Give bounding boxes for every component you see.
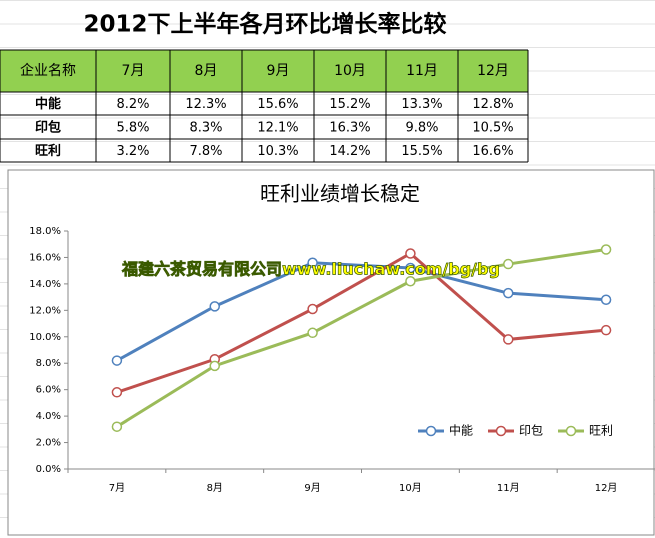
- table-cell: 10.5%: [472, 121, 513, 136]
- table-cell: 10.3%: [257, 144, 298, 159]
- point-marker: [307, 303, 318, 315]
- table-cell: 9.8%: [405, 121, 438, 136]
- x-tick-label: 7月: [109, 482, 125, 494]
- legend-label: 中能: [449, 423, 473, 438]
- table-cell: 16.3%: [329, 121, 370, 136]
- table-header-cell: 9月: [267, 63, 290, 79]
- table-cell: 中能: [35, 96, 61, 112]
- point-marker: [503, 287, 514, 299]
- watermark: 福建六茶贸易有限公司www.liuchaw.com/bg/bg: [121, 260, 500, 279]
- legend-marker: [495, 425, 507, 437]
- y-tick-label: 10.0%: [29, 332, 61, 343]
- y-tick-label: 4.0%: [36, 411, 61, 422]
- table-cell: 13.3%: [401, 97, 442, 112]
- point-marker: [209, 301, 220, 312]
- table-header-bg: [0, 50, 528, 92]
- point-marker: [307, 327, 318, 339]
- y-tick-label: 0.0%: [36, 464, 61, 475]
- table-cell: 12.8%: [472, 97, 513, 112]
- chart-frame: [7, 169, 655, 536]
- legend-marker: [425, 425, 437, 437]
- table-cell: 15.5%: [401, 144, 442, 159]
- series-line: [116, 248, 607, 428]
- table-cell: 5.8%: [116, 121, 149, 136]
- table-cell: 16.6%: [472, 144, 513, 159]
- y-tick-label: 12.0%: [29, 305, 61, 316]
- table-cell: 14.2%: [329, 144, 370, 159]
- table-cell: 8.2%: [116, 97, 149, 112]
- x-tick-label: 11月: [497, 482, 520, 494]
- table-cell: 12.1%: [257, 121, 298, 136]
- legend-marker: [565, 425, 577, 437]
- y-tick-label: 8.0%: [36, 358, 61, 369]
- series-line: [116, 251, 607, 394]
- chart-title: 旺利业绩增长稳定: [260, 182, 420, 206]
- point-marker: [405, 248, 416, 259]
- point-marker: [405, 262, 416, 274]
- point-marker: [111, 355, 123, 366]
- sheet-title: 2012下上半年各月环比增长率比较: [83, 11, 446, 38]
- point-marker: [503, 334, 514, 345]
- y-tick-label: 16.0%: [29, 252, 61, 263]
- point-marker: [600, 294, 612, 306]
- y-tick-label: 2.0%: [36, 438, 61, 449]
- point-marker: [111, 387, 123, 398]
- y-tick-label: 14.0%: [29, 279, 61, 290]
- point-marker: [600, 324, 612, 336]
- table-cell: 印包: [35, 120, 61, 136]
- table-header-cell: 企业名称: [20, 62, 76, 79]
- point-marker: [209, 360, 220, 372]
- y-tick-label: 6.0%: [36, 385, 61, 396]
- table-cell: 旺利: [35, 143, 61, 159]
- x-tick-label: 10月: [399, 482, 422, 494]
- x-tick-label: 8月: [207, 482, 223, 494]
- table-header-cell: 12月: [477, 63, 509, 79]
- series-line: [116, 261, 607, 362]
- point-marker: [405, 275, 416, 287]
- table-header-cell: 8月: [195, 63, 218, 79]
- y-tick-label: 18.0%: [29, 226, 61, 237]
- legend-label: 印包: [519, 424, 543, 438]
- table-header-cell: 7月: [122, 63, 145, 79]
- point-marker: [111, 421, 123, 432]
- table-cell: 7.8%: [189, 144, 222, 159]
- point-marker: [503, 258, 514, 270]
- table-header-cell: 11月: [406, 63, 438, 79]
- table-header-cell: 10月: [334, 63, 366, 79]
- point-marker: [600, 244, 612, 255]
- table-cell: 12.3%: [185, 97, 226, 112]
- point-marker: [307, 257, 318, 268]
- table-cell: 8.3%: [189, 121, 222, 136]
- x-tick-label: 9月: [304, 482, 320, 494]
- table-cell: 15.6%: [257, 97, 298, 112]
- x-tick-label: 12月: [595, 482, 618, 494]
- table-cell: 15.2%: [329, 97, 370, 112]
- legend-label: 旺利: [589, 424, 613, 438]
- table-cell: 3.2%: [116, 144, 149, 159]
